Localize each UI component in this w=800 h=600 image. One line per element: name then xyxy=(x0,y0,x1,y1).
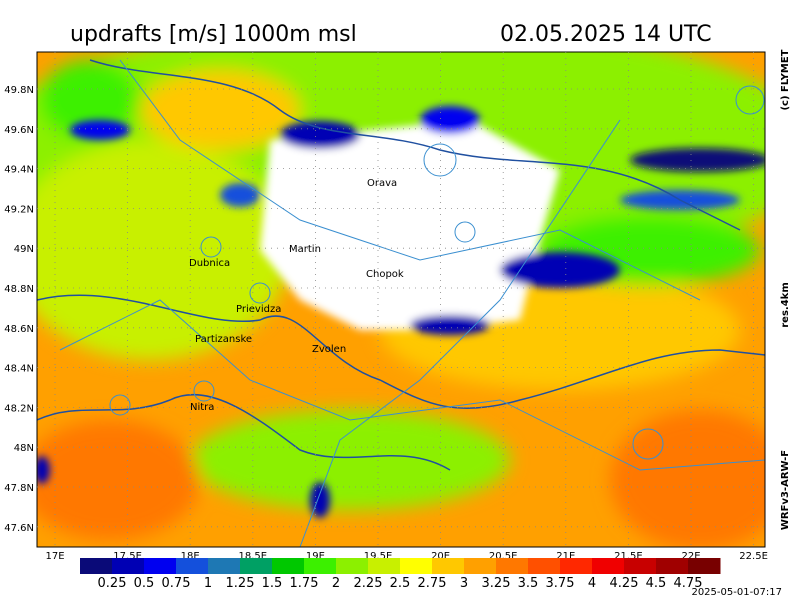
lat-label: 49.8N xyxy=(4,85,34,96)
colorbar-label: 4.25 xyxy=(610,576,639,591)
lat-label: 47.6N xyxy=(4,523,34,534)
lon-label: 18E xyxy=(181,551,200,562)
city-label: Nitra xyxy=(190,402,214,413)
lat-label: 49N xyxy=(14,244,34,255)
colorbar-label: 1.25 xyxy=(226,576,255,591)
colorbar-label: 4.75 xyxy=(674,576,703,591)
colorbar-label: 3.75 xyxy=(546,576,575,591)
colorbar-label: 2.25 xyxy=(354,576,383,591)
colorbar-swatch xyxy=(656,558,689,574)
city-label: Prievidza xyxy=(236,304,281,315)
colorbar-label: 0.5 xyxy=(134,576,155,591)
colorbar-swatch xyxy=(432,558,465,574)
lat-label: 49.2N xyxy=(4,204,34,215)
lat-label: 48.6N xyxy=(4,324,34,335)
colorbar-label: 3.25 xyxy=(482,576,511,591)
lat-label: 47.8N xyxy=(4,483,34,494)
colorbar-label: 4.5 xyxy=(646,576,667,591)
city-label: Orava xyxy=(367,178,397,189)
lat-label: 48N xyxy=(14,443,34,454)
lat-label: 49.6N xyxy=(4,125,34,136)
lon-label: 19E xyxy=(306,551,325,562)
lat-label: 49.4N xyxy=(4,165,34,176)
timestamp: 2025-05-01-07:17 xyxy=(691,587,782,598)
lat-label: 48.2N xyxy=(4,403,34,414)
model: WRFv3-ARW-F xyxy=(780,450,791,530)
colorbar-label: 0.25 xyxy=(98,576,127,591)
lon-label: 17.5E xyxy=(113,551,142,562)
lat-label: 48.4N xyxy=(4,364,34,375)
lat-label: 48.8N xyxy=(4,284,34,295)
colorbar-swatch xyxy=(144,558,177,574)
colorbar-swatch xyxy=(272,558,305,574)
date: 02.05.2025 14 UTC xyxy=(500,22,712,47)
colorbar-swatch xyxy=(304,558,337,574)
lon-label: 22E xyxy=(681,551,700,562)
map-field xyxy=(37,52,765,547)
copyright: (c) FLYMET xyxy=(780,49,791,110)
colorbar-label: 4 xyxy=(588,576,596,591)
colorbar-swatch xyxy=(400,558,433,574)
colorbar-label: 2.5 xyxy=(390,576,411,591)
colorbar-swatch xyxy=(240,558,273,574)
city-label: Dubnica xyxy=(189,258,230,269)
colorbar-label: 1 xyxy=(204,576,212,591)
lon-label: 19.5E xyxy=(364,551,393,562)
colorbar-swatch xyxy=(688,558,721,574)
colorbar-swatch xyxy=(80,558,113,574)
city-label: Martin xyxy=(289,244,321,255)
lon-label: 22.5E xyxy=(739,551,768,562)
colorbar-swatch xyxy=(112,558,145,574)
colorbar-swatch xyxy=(496,558,529,574)
lon-label: 21.5E xyxy=(614,551,643,562)
colorbar-label: 0.75 xyxy=(162,576,191,591)
city-label: Chopok xyxy=(366,269,404,280)
colorbar-label: 1.75 xyxy=(290,576,319,591)
map-frame xyxy=(36,51,766,548)
colorbar-swatch xyxy=(176,558,209,574)
colorbar-swatch xyxy=(368,558,401,574)
lon-label: 20E xyxy=(431,551,450,562)
lon-label: 17E xyxy=(45,551,64,562)
colorbar-label: 1.5 xyxy=(262,576,283,591)
colorbar-swatch xyxy=(464,558,497,574)
colorbar-label: 3.5 xyxy=(518,576,539,591)
lon-label: 18.5E xyxy=(239,551,268,562)
title: updrafts [m/s] 1000m msl xyxy=(70,22,357,47)
city-label: Zvolen xyxy=(312,344,346,355)
colorbar-swatch xyxy=(592,558,625,574)
colorbar-swatch xyxy=(528,558,561,574)
city-label: Partizanske xyxy=(195,334,252,345)
lon-label: 21E xyxy=(556,551,575,562)
colorbar-swatch xyxy=(560,558,593,574)
colorbar-label: 2 xyxy=(332,576,340,591)
colorbar-swatch xyxy=(336,558,369,574)
dynamic-layer: 17E 17.5E 18E 18.5E 19E 19.5E 20E 20.5E 21E 21.5E… xyxy=(4,52,768,591)
lon-label: 20.5E xyxy=(489,551,518,562)
colorbar-label: 2.75 xyxy=(418,576,447,591)
colorbar-swatch xyxy=(208,558,241,574)
colorbar-swatch xyxy=(624,558,657,574)
colorbar-label: 3 xyxy=(460,576,468,591)
resolution: res.4km xyxy=(780,282,791,328)
